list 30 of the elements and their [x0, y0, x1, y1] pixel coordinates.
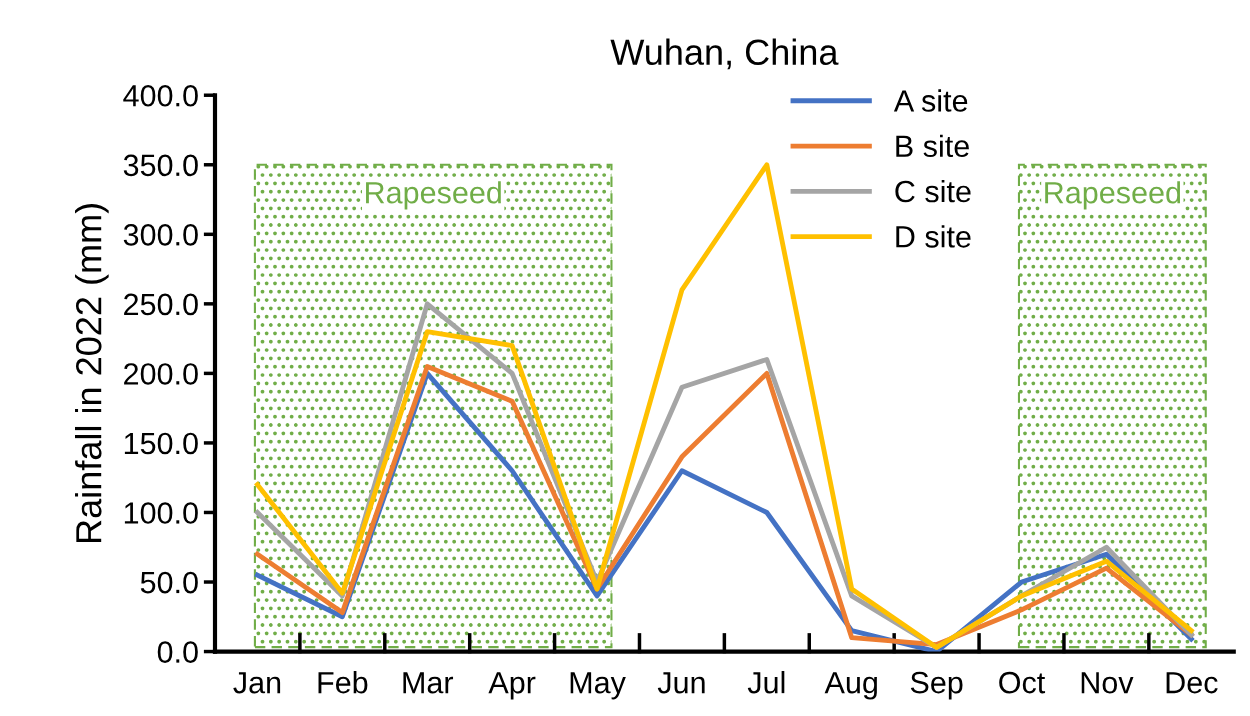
x-tick-label: Feb: [318, 671, 368, 694]
y-tick-label: 50.0: [140, 571, 198, 594]
band-label: Rapeseed: [1045, 181, 1181, 210]
x-tick-label: Sep: [910, 671, 963, 700]
y-axis-title: Rainfall in 2022 (mm): [75, 204, 109, 543]
legend-label: C site: [895, 179, 971, 203]
y-tick-label: 300.0: [123, 224, 198, 246]
y-tick-label: 400.0: [123, 84, 198, 107]
x-tick-label: Apr: [488, 672, 536, 700]
y-tick-label: 200.0: [124, 363, 198, 385]
line-series: [255, 162, 1194, 650]
x-tick-label: Oct: [999, 671, 1046, 694]
y-tick-label: 250.0: [124, 293, 198, 316]
x-tick-label: Mar: [403, 672, 454, 694]
y-tick-label: 100.0: [124, 502, 198, 524]
legend-label: D site: [896, 225, 971, 248]
y-tick-label: 150.0: [124, 432, 198, 455]
y-tick-label: 0.0: [157, 641, 198, 663]
x-tick-label: Jan: [233, 672, 281, 694]
band-label: Rapeseed: [366, 181, 501, 210]
chart-title: Wuhan, China: [610, 38, 839, 70]
y-tick-label: 350.0: [123, 154, 198, 177]
x-tick-label: Dec: [1166, 672, 1218, 694]
x-tick-label: Jul: [747, 671, 785, 694]
x-tick-label: Aug: [824, 672, 877, 700]
x-tick-label: May: [570, 672, 626, 700]
x-tick-label: Jun: [657, 672, 705, 694]
legend-label: A site: [893, 89, 968, 112]
legend-label: B site: [896, 134, 969, 158]
x-tick-label: Nov: [1081, 672, 1134, 694]
